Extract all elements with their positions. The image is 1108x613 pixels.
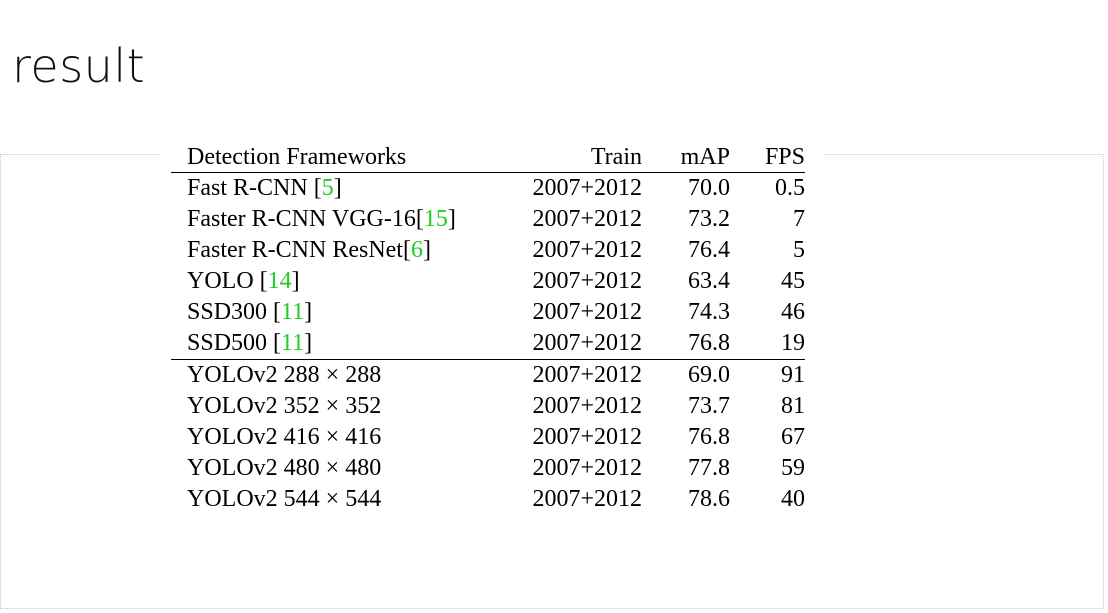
fps-cell: 40 (781, 486, 805, 512)
map-cell: 73.2 (688, 206, 730, 232)
citation-link[interactable]: 15 (423, 206, 448, 232)
fps-cell: 46 (781, 299, 805, 325)
citation-link[interactable]: 14 (267, 268, 292, 294)
train-cell: 2007+2012 (532, 455, 642, 481)
table-row: SSD500 [11] 2007+2012 76.8 19 (171, 328, 805, 360)
fps-cell: 19 (730, 328, 805, 360)
train-cell: 2007+2012 (532, 299, 642, 325)
fps-cell: 5 (793, 237, 805, 263)
map-cell: 74.3 (688, 299, 730, 325)
train-cell: 2007+2012 (532, 424, 642, 450)
map-cell: 77.8 (688, 455, 730, 481)
citation-bracket-open: [ (402, 237, 411, 263)
map-cell: 70.0 (688, 175, 730, 201)
fps-cell: 91 (781, 362, 805, 388)
table-row: YOLOv2 416 × 416 2007+2012 76.8 67 (171, 422, 805, 453)
row-name-cell: Faster R-CNN ResNet[6] (171, 235, 505, 266)
table-header-row: Detection Frameworks Train mAP FPS (171, 142, 805, 173)
citation-bracket-close: ] (304, 330, 313, 356)
table-row: Faster R-CNN ResNet[6] 2007+2012 76.4 5 (171, 235, 805, 266)
citation-bracket-open: [ (273, 330, 282, 356)
row-name-cell: SSD500 [11] (171, 328, 505, 360)
map-cell: 69.0 (688, 362, 730, 388)
slide-title: result (12, 39, 146, 93)
header-train: Train (505, 142, 642, 173)
citation-link[interactable]: 5 (321, 175, 334, 201)
framework-name: SSD500 (187, 330, 274, 356)
table-row: YOLOv2 480 × 480 2007+2012 77.8 59 (171, 453, 805, 484)
fps-cell: 81 (781, 393, 805, 419)
map-cell: 63.4 (688, 268, 730, 294)
framework-name: Faster R-CNN VGG-16 (187, 206, 416, 232)
citation-bracket-close: ] (333, 175, 342, 201)
framework-name: YOLO (187, 268, 260, 294)
framework-name: YOLOv2 416 × 416 (187, 424, 382, 450)
train-cell: 2007+2012 (532, 362, 642, 388)
map-cell: 73.7 (688, 393, 730, 419)
row-name-cell: Fast R-CNN [5] (171, 173, 505, 205)
fps-cell: 7 (793, 206, 805, 232)
framework-name: YOLOv2 480 × 480 (187, 455, 382, 481)
map-cell: 76.4 (688, 237, 730, 263)
train-cell: 2007+2012 (532, 268, 642, 294)
framework-name: Fast R-CNN (187, 175, 314, 201)
citation-bracket-open: [ (259, 268, 268, 294)
results-table: Detection Frameworks Train mAP FPS Fast … (171, 142, 805, 515)
header-map: mAP (642, 142, 730, 173)
citation-bracket-close: ] (447, 206, 456, 232)
citation-link[interactable]: 11 (281, 330, 305, 356)
table-row: YOLO [14] 2007+2012 63.4 45 (171, 266, 805, 297)
framework-name: Faster R-CNN ResNet (187, 237, 403, 263)
fps-cell: 0.5 (775, 175, 805, 201)
results-table-image[interactable]: Detection Frameworks Train mAP FPS Fast … (160, 138, 824, 518)
citation-link[interactable]: 6 (410, 237, 423, 263)
row-name-cell: YOLO [14] (171, 266, 505, 297)
map-cell: 76.8 (642, 328, 730, 360)
fps-cell: 67 (781, 424, 805, 450)
header-detection-frameworks: Detection Frameworks (171, 142, 505, 173)
table-row: YOLOv2 352 × 352 2007+2012 73.7 81 (171, 391, 805, 422)
train-cell: 2007+2012 (532, 206, 642, 232)
table-row: YOLOv2 288 × 288 2007+2012 69.0 91 (171, 360, 805, 392)
train-cell: 2007+2012 (505, 328, 642, 360)
citation-bracket-close: ] (291, 268, 300, 294)
map-cell: 76.8 (688, 424, 730, 450)
row-name-cell: SSD300 [11] (171, 297, 505, 328)
citation-bracket-open: [ (313, 175, 322, 201)
train-cell: 2007+2012 (532, 175, 642, 201)
citation-bracket-close: ] (422, 237, 431, 263)
citation-bracket-close: ] (304, 299, 313, 325)
train-cell: 2007+2012 (532, 393, 642, 419)
citation-bracket-open: [ (415, 206, 424, 232)
train-cell: 2007+2012 (532, 486, 642, 512)
framework-name: SSD300 (187, 299, 274, 325)
framework-name: YOLOv2 544 × 544 (187, 486, 382, 512)
row-name-cell: Faster R-CNN VGG-16[15] (171, 204, 505, 235)
map-cell-best: 78.6 (688, 486, 730, 512)
framework-name: YOLOv2 288 × 288 (187, 362, 382, 388)
fps-cell: 45 (781, 268, 805, 294)
table-row: SSD300 [11] 2007+2012 74.3 46 (171, 297, 805, 328)
table-row: YOLOv2 544 × 544 2007+2012 78.6 40 (171, 484, 805, 515)
train-cell: 2007+2012 (532, 237, 642, 263)
citation-bracket-open: [ (273, 299, 282, 325)
citation-link[interactable]: 11 (281, 299, 305, 325)
header-fps: FPS (730, 142, 805, 173)
framework-name: YOLOv2 352 × 352 (187, 393, 382, 419)
table-row: Faster R-CNN VGG-16[15] 2007+2012 73.2 7 (171, 204, 805, 235)
table-row: Fast R-CNN [5] 2007+2012 70.0 0.5 (171, 173, 805, 205)
fps-cell: 59 (781, 455, 805, 481)
